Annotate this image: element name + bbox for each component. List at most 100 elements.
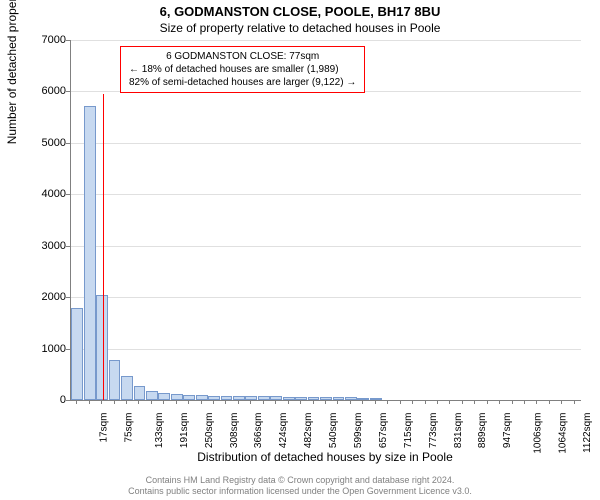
bar [233, 396, 245, 400]
x-tick-label: 17sqm [99, 413, 110, 443]
x-tick-mark [176, 400, 177, 404]
y-tick-label: 6000 [40, 85, 66, 97]
y-axis-label: Number of detached properties [5, 0, 19, 144]
x-axis-label: Distribution of detached houses by size … [70, 450, 580, 464]
x-tick-mark [275, 400, 276, 404]
x-tick-mark [524, 400, 525, 404]
x-tick-mark [449, 400, 450, 404]
x-tick-mark [462, 400, 463, 404]
x-tick-mark [300, 400, 301, 404]
x-tick-mark [313, 400, 314, 404]
x-tick-mark [288, 400, 289, 404]
x-tick-label: 482sqm [303, 413, 314, 449]
y-tick-label: 4000 [40, 188, 66, 200]
y-tick-label: 7000 [40, 34, 66, 46]
bar [183, 395, 195, 400]
y-tick-label: 3000 [40, 240, 66, 252]
gridline [71, 297, 581, 298]
gridline [71, 349, 581, 350]
y-tick-mark [66, 194, 70, 195]
x-tick-mark [400, 400, 401, 404]
x-tick-mark [512, 400, 513, 404]
x-tick-label: 75sqm [124, 413, 135, 443]
x-tick-mark [325, 400, 326, 404]
bar [134, 386, 146, 400]
x-tick-label: 133sqm [154, 413, 165, 449]
bar [158, 393, 170, 400]
bar [370, 398, 382, 400]
x-tick-mark [126, 400, 127, 404]
y-tick-mark [66, 91, 70, 92]
x-tick-mark [250, 400, 251, 404]
x-tick-mark [487, 400, 488, 404]
annotation-line3: 82% of semi-detached houses are larger (… [129, 76, 356, 89]
y-tick-label: 1000 [40, 343, 66, 355]
bar [121, 376, 133, 400]
y-tick-mark [66, 246, 70, 247]
chart-container: 6, GODMANSTON CLOSE, POOLE, BH17 8BU Siz… [0, 0, 600, 500]
y-tick-mark [66, 297, 70, 298]
x-tick-label: 1064sqm [558, 413, 569, 454]
title-sub: Size of property relative to detached ho… [0, 21, 600, 35]
x-tick-mark [474, 400, 475, 404]
bar [345, 397, 357, 400]
bar [258, 396, 270, 400]
x-tick-mark [412, 400, 413, 404]
x-tick-mark [561, 400, 562, 404]
x-tick-mark [437, 400, 438, 404]
annotation-line1: 6 GODMANSTON CLOSE: 77sqm [129, 50, 356, 63]
bar [283, 397, 295, 400]
x-tick-mark [101, 400, 102, 404]
x-tick-label: 599sqm [353, 413, 364, 449]
x-tick-label: 250sqm [204, 413, 215, 449]
x-tick-mark [375, 400, 376, 404]
footer-attribution: Contains HM Land Registry data © Crown c… [0, 475, 600, 498]
x-tick-mark [76, 400, 77, 404]
x-tick-label: 947sqm [502, 413, 513, 449]
bar [71, 308, 83, 400]
y-tick-mark [66, 40, 70, 41]
x-tick-mark [213, 400, 214, 404]
x-tick-mark [238, 400, 239, 404]
bar [308, 397, 320, 400]
x-tick-mark [225, 400, 226, 404]
x-tick-mark [387, 400, 388, 404]
x-tick-mark [425, 400, 426, 404]
x-tick-mark [163, 400, 164, 404]
x-tick-label: 831sqm [453, 413, 464, 449]
x-tick-mark [151, 400, 152, 404]
x-tick-label: 773sqm [428, 413, 439, 449]
bar [109, 360, 121, 400]
y-tick-label: 0 [40, 394, 66, 406]
highlight-line [103, 94, 104, 400]
bar [245, 396, 257, 400]
bar [146, 391, 158, 400]
gridline [71, 194, 581, 195]
bar [84, 106, 96, 400]
bar [221, 396, 233, 400]
x-tick-mark [362, 400, 363, 404]
x-tick-label: 1122sqm [582, 413, 593, 453]
x-tick-mark [188, 400, 189, 404]
x-tick-mark [499, 400, 500, 404]
x-tick-label: 1006sqm [533, 413, 544, 454]
x-tick-mark [337, 400, 338, 404]
x-tick-label: 366sqm [254, 413, 265, 449]
y-tick-label: 2000 [40, 291, 66, 303]
x-tick-mark [549, 400, 550, 404]
plot-area [70, 40, 581, 401]
bar [357, 398, 369, 400]
y-tick-label: 5000 [40, 137, 66, 149]
footer-line1: Contains HM Land Registry data © Crown c… [0, 475, 600, 486]
x-tick-label: 424sqm [278, 413, 289, 449]
y-tick-mark [66, 143, 70, 144]
annotation-box: 6 GODMANSTON CLOSE: 77sqm ← 18% of detac… [120, 46, 365, 93]
footer-line2: Contains public sector information licen… [0, 486, 600, 497]
x-tick-mark [350, 400, 351, 404]
gridline [71, 40, 581, 41]
annotation-line2: ← 18% of detached houses are smaller (1,… [129, 63, 356, 76]
y-tick-mark [66, 349, 70, 350]
x-tick-mark [114, 400, 115, 404]
gridline [71, 143, 581, 144]
x-tick-label: 657sqm [378, 413, 389, 449]
